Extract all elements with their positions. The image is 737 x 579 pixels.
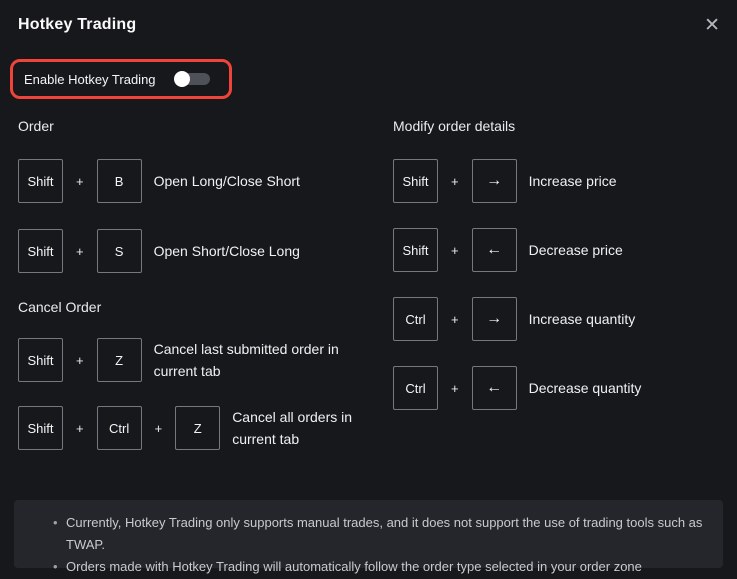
key-shift: Shift xyxy=(18,159,63,203)
plus-separator: + xyxy=(451,242,459,258)
key-arrow-left-icon: ← xyxy=(471,228,517,272)
key-shift: Shift xyxy=(393,228,438,272)
key-arrow-right-icon: → xyxy=(471,159,517,203)
hotkey-description: Decrease quantity xyxy=(528,380,642,396)
note-item: Orders made with Hotkey Trading will aut… xyxy=(53,556,703,578)
hotkey-description: Open Long/Close Short xyxy=(153,173,300,189)
hotkey-row-decrease-quantity: Ctrl + ← Decrease quantity xyxy=(393,366,737,410)
hotkey-description: Decrease price xyxy=(528,242,623,258)
key-shift: Shift xyxy=(18,229,63,273)
key-arrow-right-icon: → xyxy=(471,297,517,341)
section-modify-heading: Modify order details xyxy=(393,118,516,134)
key-arrow-left-icon: ← xyxy=(471,366,517,410)
section-modify-order: Modify order details Shift + → Increase … xyxy=(393,118,737,410)
close-icon[interactable]: ✕ xyxy=(700,12,724,39)
key-z: Z xyxy=(96,338,142,382)
key-ctrl: Ctrl xyxy=(393,366,438,410)
section-cancel-heading: Cancel Order xyxy=(18,299,102,315)
hotkey-description: Cancel all orders in current tab xyxy=(232,409,353,447)
enable-hotkey-highlight-box: Enable Hotkey Trading xyxy=(10,59,232,99)
left-column: Order Shift + B Open Long/Close Short Sh… xyxy=(18,118,393,474)
plus-separator: + xyxy=(76,420,84,436)
hotkey-description: Cancel last submitted order in current t… xyxy=(153,341,339,379)
plus-separator: + xyxy=(76,173,84,189)
key-ctrl: Ctrl xyxy=(393,297,438,341)
key-s: S xyxy=(96,229,142,273)
hotkey-row-open-long: Shift + B Open Long/Close Short xyxy=(18,159,393,203)
note-item: Currently, Hotkey Trading only supports … xyxy=(53,512,703,556)
toggle-knob xyxy=(173,71,190,87)
hotkey-row-open-short: Shift + S Open Short/Close Long xyxy=(18,229,393,273)
plus-separator: + xyxy=(76,243,84,259)
key-z: Z xyxy=(175,406,221,450)
key-ctrl: Ctrl xyxy=(96,406,142,450)
hotkey-row-cancel-all: Shift + Ctrl + Z Cancel all orders in cu… xyxy=(18,406,393,450)
key-shift: Shift xyxy=(393,159,438,203)
hotkey-row-decrease-price: Shift + ← Decrease price xyxy=(393,228,737,272)
notes-list: Currently, Hotkey Trading only supports … xyxy=(14,500,723,578)
key-shift: Shift xyxy=(18,406,63,450)
hotkey-row-increase-price: Shift + → Increase price xyxy=(393,159,737,203)
key-shift: Shift xyxy=(18,338,63,382)
hotkey-description: Open Short/Close Long xyxy=(153,243,300,259)
hotkey-description: Increase quantity xyxy=(528,311,636,327)
section-cancel-order: Cancel Order Shift + Z Cancel last submi… xyxy=(18,299,393,450)
hotkey-row-increase-quantity: Ctrl + → Increase quantity xyxy=(393,297,737,341)
plus-separator: + xyxy=(154,420,163,436)
plus-separator: + xyxy=(451,380,459,396)
enable-hotkey-toggle[interactable] xyxy=(173,71,211,87)
enable-hotkey-label: Enable Hotkey Trading xyxy=(24,71,156,87)
section-order-heading: Order xyxy=(18,118,54,134)
plus-separator: + xyxy=(451,311,459,327)
right-column: Modify order details Shift + → Increase … xyxy=(393,118,737,474)
section-order: Order Shift + B Open Long/Close Short Sh… xyxy=(18,118,393,273)
page-title: Hotkey Trading xyxy=(18,16,137,33)
hotkey-description: Increase price xyxy=(528,173,617,189)
key-b: B xyxy=(96,159,142,203)
hotkey-row-cancel-last: Shift + Z Cancel last submitted order in… xyxy=(18,338,393,382)
hotkey-columns: Order Shift + B Open Long/Close Short Sh… xyxy=(18,118,737,474)
notes-panel: Currently, Hotkey Trading only supports … xyxy=(14,500,723,578)
plus-separator: + xyxy=(76,352,84,368)
plus-separator: + xyxy=(451,173,459,189)
